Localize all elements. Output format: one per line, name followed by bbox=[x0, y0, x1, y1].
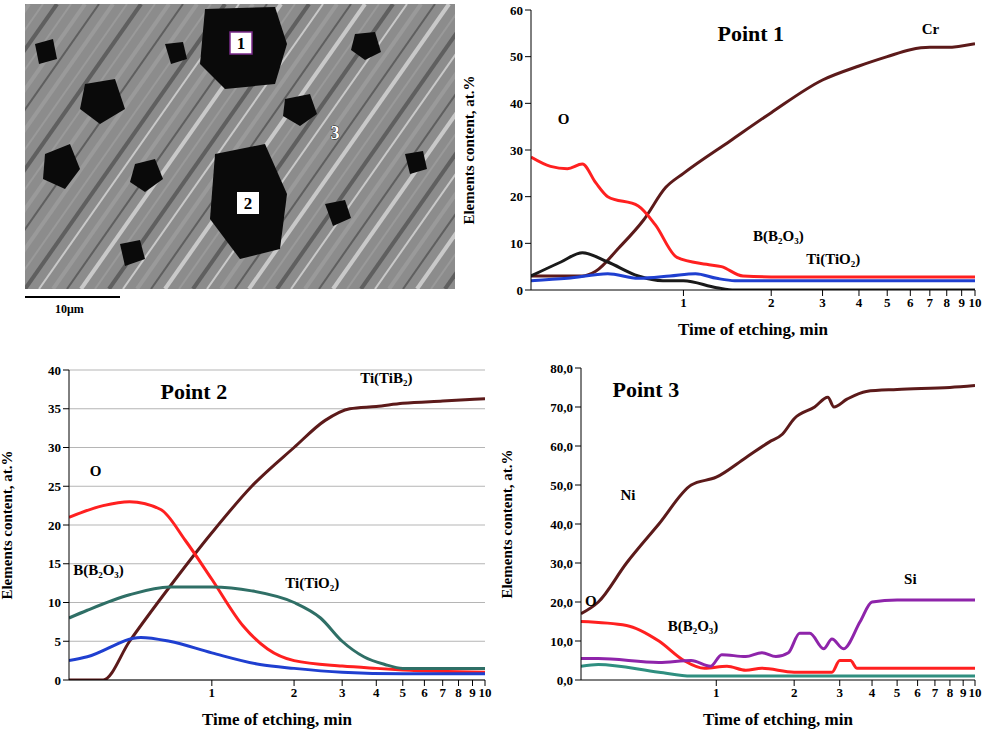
svg-text:Time of etching, min: Time of etching, min bbox=[703, 710, 853, 729]
svg-text:1: 1 bbox=[237, 34, 246, 53]
svg-text:3: 3 bbox=[836, 685, 843, 700]
html-text:O: O bbox=[557, 110, 570, 127]
svg-text:1: 1 bbox=[713, 685, 720, 700]
svg-text:8: 8 bbox=[947, 685, 954, 700]
svg-text:50: 50 bbox=[510, 49, 523, 64]
svg-text:20,0: 20,0 bbox=[550, 595, 573, 610]
svg-text:30,0: 30,0 bbox=[550, 556, 573, 571]
svg-text:7: 7 bbox=[927, 295, 934, 310]
svg-text:20: 20 bbox=[510, 189, 523, 204]
svg-text:4: 4 bbox=[373, 685, 380, 700]
svg-text:Elements content, at.%: Elements content, at.% bbox=[500, 449, 515, 598]
svg-text:25: 25 bbox=[48, 479, 62, 494]
svg-text:40: 40 bbox=[510, 96, 523, 111]
svg-text:6: 6 bbox=[914, 685, 921, 700]
html-text:Ti(TiB₂): Ti(TiB₂) bbox=[360, 370, 413, 386]
svg-text:2: 2 bbox=[768, 295, 775, 310]
svg-text:10,0: 10,0 bbox=[550, 634, 573, 649]
svg-text:7: 7 bbox=[439, 685, 446, 700]
svg-text:9: 9 bbox=[960, 685, 967, 700]
svg-text:Time of etching, min: Time of etching, min bbox=[202, 710, 352, 729]
html-text:O: O bbox=[89, 463, 102, 479]
html-text:B(B₂O₃): B(B₂O₃) bbox=[73, 562, 124, 579]
svg-text:5: 5 bbox=[884, 295, 891, 310]
svg-text:0: 0 bbox=[55, 673, 62, 688]
svg-text:70,0: 70,0 bbox=[550, 400, 573, 415]
svg-text:6: 6 bbox=[421, 685, 428, 700]
svg-text:6: 6 bbox=[907, 295, 914, 310]
svg-text:10: 10 bbox=[479, 685, 492, 700]
svg-text:3: 3 bbox=[331, 123, 340, 143]
svg-text:5: 5 bbox=[894, 685, 901, 700]
svg-text:10: 10 bbox=[48, 595, 61, 610]
html-text:B(B₂O₃): B(B₂O₃) bbox=[667, 617, 719, 634]
svg-text:5: 5 bbox=[400, 685, 407, 700]
svg-text:10: 10 bbox=[969, 295, 982, 310]
html-text:Ti(TiO₂): Ti(TiO₂) bbox=[285, 574, 340, 591]
html-text:Ti(TiO₂): Ti(TiO₂) bbox=[806, 250, 861, 267]
svg-text:2: 2 bbox=[791, 685, 798, 700]
html-text:O: O bbox=[584, 592, 597, 609]
svg-text:Elements content, at.%: Elements content, at.% bbox=[462, 75, 477, 224]
svg-text:7: 7 bbox=[932, 685, 939, 700]
svg-text:4: 4 bbox=[869, 685, 876, 700]
svg-text:1: 1 bbox=[680, 295, 687, 310]
svg-text:Elements content, at.%: Elements content, at.% bbox=[0, 450, 15, 599]
html-text:Si: Si bbox=[904, 570, 917, 587]
svg-text:0: 0 bbox=[517, 283, 524, 298]
svg-text:30: 30 bbox=[48, 440, 61, 455]
svg-text:10: 10 bbox=[510, 236, 523, 251]
svg-text:40: 40 bbox=[48, 363, 61, 378]
svg-text:9: 9 bbox=[469, 685, 476, 700]
svg-text:80,0: 80,0 bbox=[550, 361, 573, 376]
svg-text:30: 30 bbox=[510, 143, 523, 158]
svg-text:15: 15 bbox=[48, 556, 62, 571]
svg-text:8: 8 bbox=[943, 295, 950, 310]
svg-text:50,0: 50,0 bbox=[550, 478, 573, 493]
html-text:Point 2: Point 2 bbox=[160, 379, 228, 405]
svg-text:60,0: 60,0 bbox=[550, 439, 573, 454]
svg-text:5: 5 bbox=[55, 634, 62, 649]
svg-text:2: 2 bbox=[244, 194, 253, 213]
svg-text:Time of etching, min: Time of etching, min bbox=[678, 320, 828, 339]
html-text:Point 3: Point 3 bbox=[612, 377, 680, 403]
svg-text:8: 8 bbox=[455, 685, 462, 700]
html-text:B(B₂O₃): B(B₂O₃) bbox=[753, 228, 804, 245]
html-text:Cr: Cr bbox=[921, 21, 940, 38]
html-text:Ni: Ni bbox=[620, 486, 636, 503]
svg-text:3: 3 bbox=[819, 295, 826, 310]
svg-text:2: 2 bbox=[291, 685, 298, 700]
svg-text:4: 4 bbox=[856, 295, 863, 310]
svg-text:35: 35 bbox=[48, 401, 62, 416]
svg-text:20: 20 bbox=[48, 518, 61, 533]
svg-text:40,0: 40,0 bbox=[550, 517, 573, 532]
svg-text:9: 9 bbox=[958, 295, 965, 310]
svg-text:10μm: 10μm bbox=[55, 302, 84, 316]
svg-text:0,0: 0,0 bbox=[557, 673, 573, 688]
svg-text:3: 3 bbox=[339, 685, 346, 700]
svg-text:60: 60 bbox=[510, 3, 523, 18]
svg-text:1: 1 bbox=[209, 685, 216, 700]
html-text:Point 1: Point 1 bbox=[717, 21, 785, 47]
svg-text:10: 10 bbox=[969, 685, 982, 700]
